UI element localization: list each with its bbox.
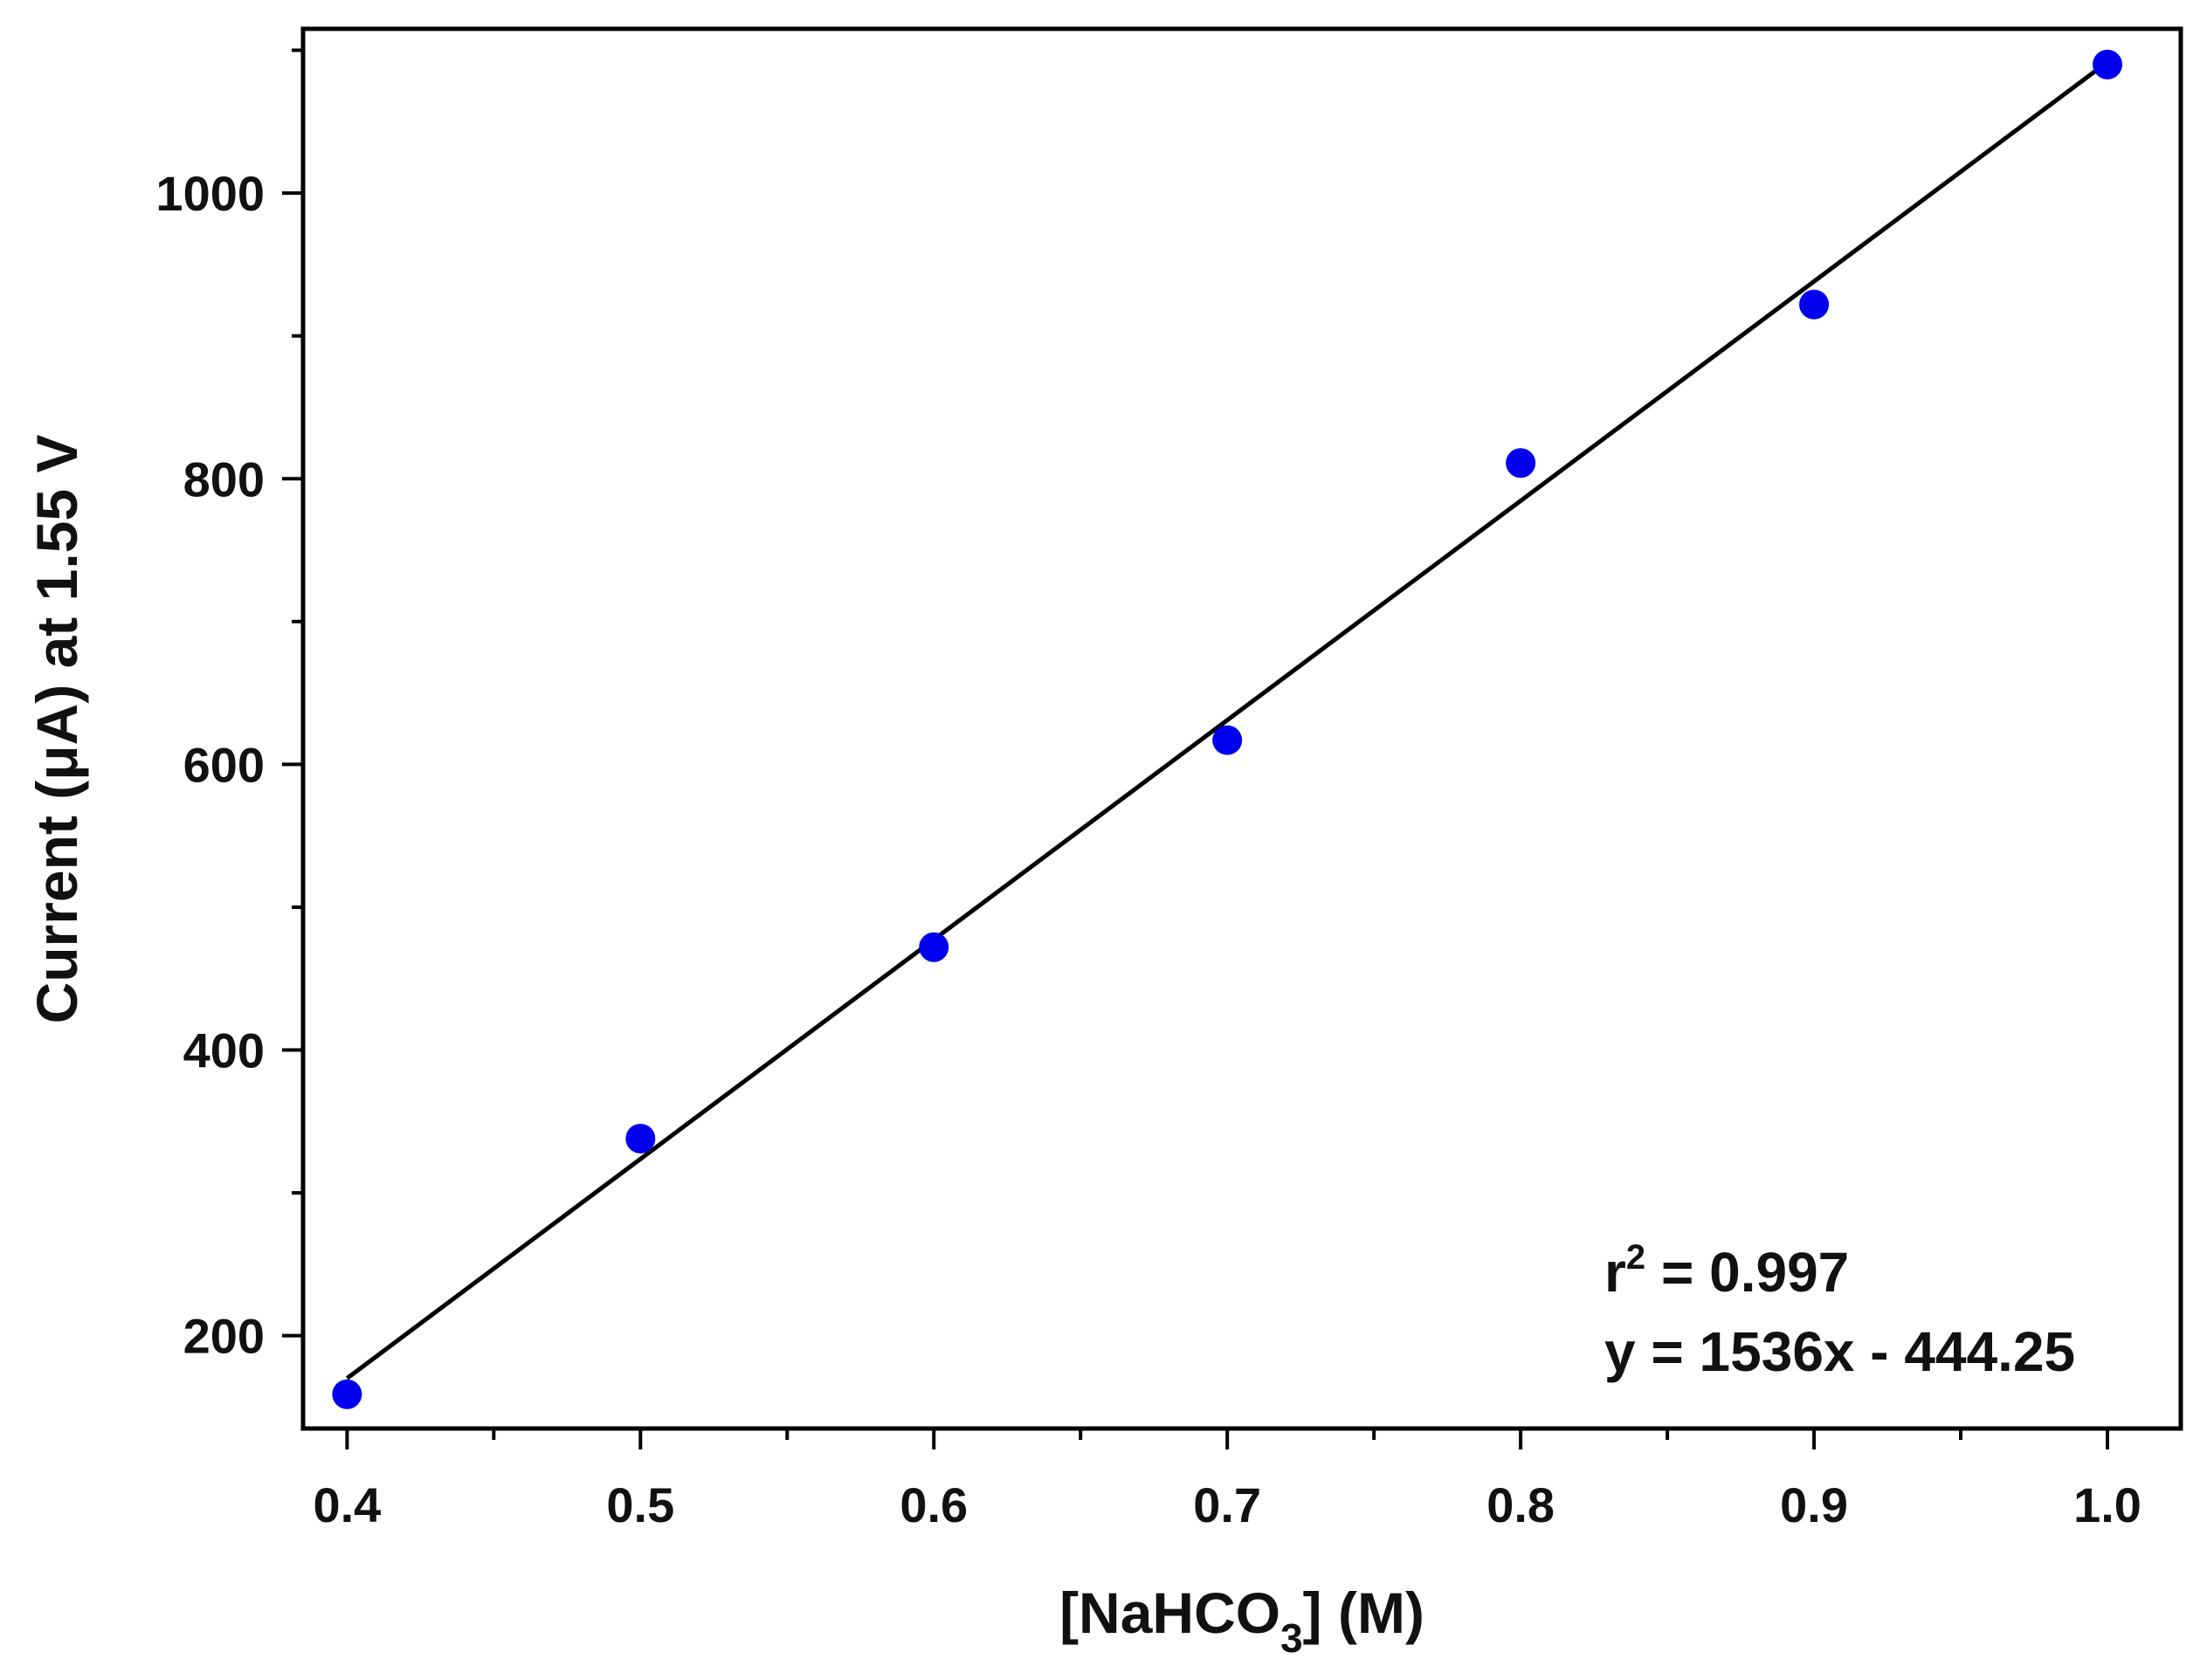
fit-line xyxy=(345,60,2109,1380)
x-tick-label: 0.7 xyxy=(1193,1477,1261,1532)
data-point xyxy=(332,1379,362,1409)
y-tick-label: 1000 xyxy=(155,166,265,221)
x-tick-label: 0.4 xyxy=(313,1477,381,1532)
x-axis-ticks xyxy=(345,1429,2110,1449)
data-point xyxy=(1212,725,1243,755)
y-axis-ticks xyxy=(282,48,303,1338)
y-tick-label: 600 xyxy=(183,737,265,792)
data-point xyxy=(1506,448,1536,479)
fit-equation-annotation: y = 1536x - 444.25 xyxy=(1604,1320,2075,1383)
x-tick-label: 0.6 xyxy=(900,1477,968,1532)
y-axis-label: Current (μA) at 1.55 V xyxy=(24,435,89,1024)
y-tick-label: 800 xyxy=(183,451,265,506)
x-axis-label: [NaHCO3] (M) xyxy=(1059,1580,1424,1661)
x-tick-label: 1.0 xyxy=(2073,1477,2141,1532)
data-point xyxy=(2093,49,2123,79)
y-axis-tick-labels: 200 400 600 800 1000 xyxy=(155,166,265,1364)
data-point xyxy=(1799,289,1830,320)
y-tick-label: 200 xyxy=(183,1309,265,1364)
x-axis-tick-labels: 0.4 0.5 0.6 0.7 0.8 0.9 1.0 xyxy=(313,1477,2141,1532)
x-tick-label: 0.9 xyxy=(1780,1477,1848,1532)
r-squared-annotation: r2 = 0.997 xyxy=(1604,1238,1849,1304)
data-point xyxy=(625,1123,656,1153)
plot-frame xyxy=(300,26,2183,1431)
data-point xyxy=(919,932,949,962)
data-points xyxy=(332,49,2123,1409)
x-tick-label: 0.5 xyxy=(606,1477,674,1532)
y-tick-label: 400 xyxy=(183,1023,265,1078)
x-tick-label: 0.8 xyxy=(1486,1477,1555,1532)
